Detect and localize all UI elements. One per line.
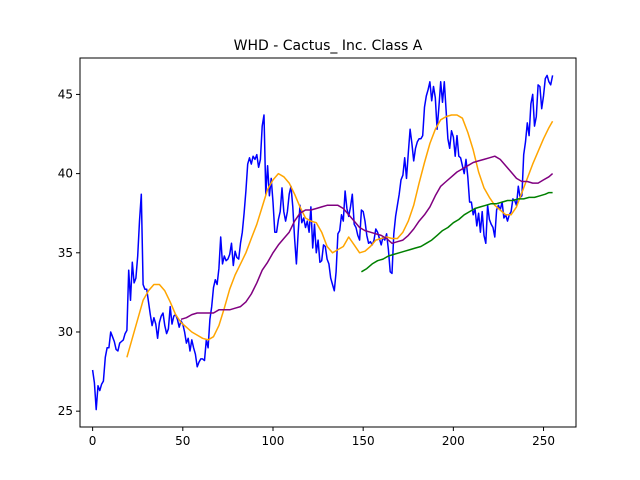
series-layer [91, 74, 554, 411]
x-tick-label: 100 [262, 434, 285, 448]
y-tick-label: 35 [58, 246, 73, 260]
y-tick-label: 40 [58, 167, 73, 181]
y-tick-label: 45 [58, 87, 73, 101]
series-line-3 [361, 191, 553, 273]
x-tick-label: 200 [442, 434, 465, 448]
chart-title: WHD - Cactus_ Inc. Class A [234, 38, 423, 54]
x-axis: 0 50 100 150 200 250 [89, 427, 555, 448]
series-line-2 [180, 155, 554, 321]
y-axis: 25 30 35 40 45 [58, 87, 80, 418]
series-line-1 [126, 114, 554, 358]
series-line-0 [91, 74, 554, 411]
x-tick-label: 0 [89, 434, 97, 448]
y-tick-label: 25 [58, 404, 73, 418]
x-tick-label: 250 [532, 434, 555, 448]
y-tick-label: 30 [58, 325, 73, 339]
x-tick-label: 150 [352, 434, 375, 448]
plot-frame [79, 57, 577, 428]
x-tick-label: 50 [175, 434, 190, 448]
